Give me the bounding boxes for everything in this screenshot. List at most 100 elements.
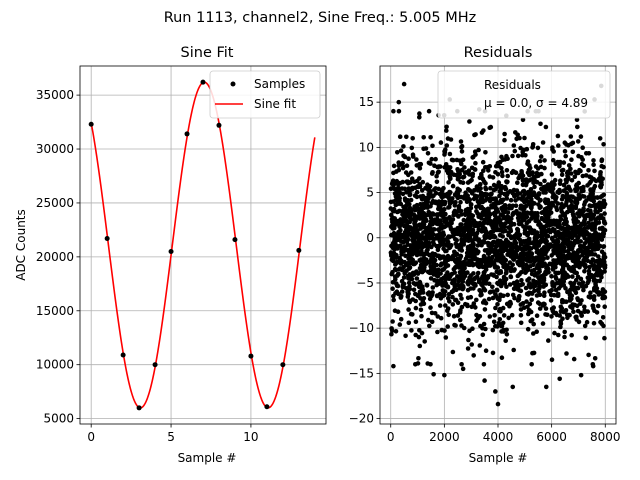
residual-point — [388, 206, 394, 211]
residual-point — [515, 273, 521, 279]
residual-point — [409, 145, 415, 151]
residual-point — [433, 156, 438, 162]
residual-point — [575, 274, 581, 280]
sine-fit-legend-box — [209, 70, 321, 119]
legend-residuals-label: Residuals — [484, 78, 541, 92]
residual-point — [593, 283, 598, 288]
residual-point — [587, 234, 592, 240]
sample-point — [136, 405, 142, 411]
residual-point — [470, 326, 475, 332]
residual-point — [601, 192, 607, 198]
residual-point — [476, 200, 482, 205]
residual-point — [490, 240, 495, 246]
residual-point — [513, 203, 519, 208]
residual-point — [533, 255, 538, 261]
residual-point — [425, 361, 431, 366]
residual-point — [564, 142, 569, 147]
residual-point — [486, 168, 491, 173]
residual-point — [531, 200, 536, 206]
residual-point — [480, 264, 486, 270]
residual-point — [522, 225, 528, 230]
residual-point — [536, 173, 541, 178]
residual-point — [432, 277, 437, 283]
residual-point — [517, 135, 522, 141]
residual-point — [574, 239, 579, 245]
residual-point — [500, 224, 506, 229]
residual-point — [520, 178, 526, 183]
residual-point — [429, 319, 435, 325]
residual-point — [444, 243, 450, 248]
residual-point — [411, 239, 416, 245]
residual-point — [576, 192, 582, 197]
residual-point — [503, 276, 509, 282]
residual-point — [537, 301, 542, 307]
residual-point — [484, 277, 489, 283]
residuals-ytick-label: 10 — [359, 140, 374, 154]
residual-point — [398, 261, 404, 266]
residual-point — [465, 193, 471, 198]
residual-point — [394, 281, 399, 286]
residual-point — [549, 172, 555, 177]
residual-point — [456, 204, 462, 209]
residual-point — [517, 245, 522, 250]
residual-point — [581, 163, 587, 168]
residual-point — [407, 219, 413, 225]
residual-point — [479, 242, 484, 248]
residual-point — [452, 203, 458, 208]
residual-point — [496, 181, 501, 187]
residual-point — [407, 265, 413, 270]
residual-point — [480, 325, 485, 331]
residual-point — [559, 172, 565, 177]
residual-point — [440, 293, 446, 299]
residual-point — [524, 220, 530, 226]
residual-point — [473, 234, 478, 240]
residual-point — [411, 212, 416, 217]
residual-point — [459, 212, 464, 217]
residual-point — [570, 140, 576, 146]
residual-point — [575, 285, 581, 291]
residual-point — [582, 309, 587, 315]
residual-point — [495, 302, 500, 307]
residual-point — [525, 326, 531, 332]
residual-point — [390, 319, 395, 324]
residual-point — [582, 304, 587, 310]
residual-point — [576, 319, 582, 325]
residual-point — [397, 195, 403, 201]
residual-point — [583, 246, 588, 251]
residual-point — [548, 288, 553, 294]
residual-point — [393, 254, 399, 260]
residual-point — [497, 257, 503, 263]
residual-point — [397, 229, 402, 234]
residual-point — [490, 350, 496, 356]
residual-point — [406, 307, 411, 312]
residual-point — [395, 309, 401, 315]
residual-point — [437, 303, 443, 308]
residual-point — [522, 239, 527, 245]
residual-point — [425, 183, 431, 189]
residual-point — [416, 334, 422, 340]
residual-point — [529, 362, 534, 367]
residual-point — [568, 198, 574, 204]
residual-point — [591, 266, 597, 272]
residual-point — [563, 216, 568, 221]
residual-point — [559, 261, 564, 267]
sine-fit-legend: Samples Sine fit — [209, 70, 321, 119]
residual-point — [504, 332, 510, 337]
residual-point — [482, 240, 487, 245]
residual-point — [602, 294, 607, 300]
residual-point — [439, 194, 444, 199]
residual-point — [390, 258, 396, 264]
residual-point — [548, 210, 554, 215]
residual-point — [395, 150, 400, 155]
residual-point — [545, 210, 551, 215]
residual-point — [422, 204, 428, 209]
residual-point — [580, 222, 585, 227]
residual-point — [520, 250, 526, 255]
residual-point — [457, 247, 463, 252]
residual-point — [588, 249, 594, 255]
residual-point — [443, 147, 448, 152]
residual-point — [442, 328, 447, 333]
residual-point — [524, 180, 529, 186]
legend-samples-marker — [230, 81, 236, 87]
residual-point — [396, 108, 402, 114]
